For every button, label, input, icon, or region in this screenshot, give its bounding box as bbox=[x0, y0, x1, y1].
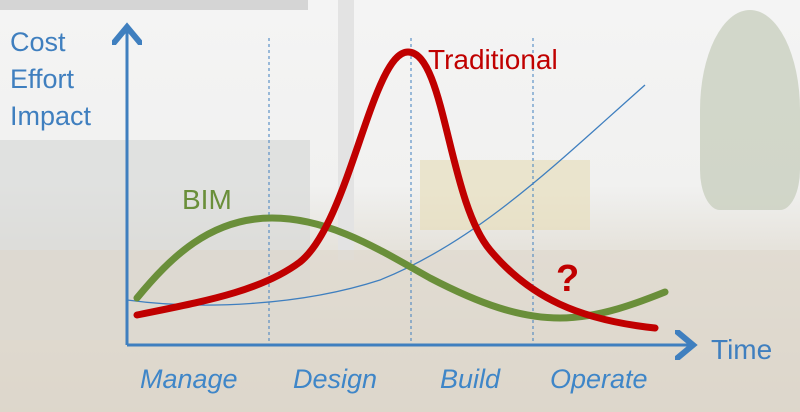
x-axis-label: Time bbox=[711, 334, 773, 365]
background-photo-ground bbox=[0, 250, 800, 412]
traditional-curve bbox=[133, 48, 659, 332]
phase-operate: Operate bbox=[550, 364, 648, 394]
traditional-label: Traditional bbox=[428, 44, 558, 75]
y-label-effort: Effort bbox=[10, 64, 75, 94]
phase-build: Build bbox=[440, 364, 501, 394]
y-label-cost: Cost bbox=[10, 27, 66, 57]
bim-label: BIM bbox=[182, 184, 232, 215]
y-axis-label: Cost Effort Impact bbox=[10, 24, 91, 135]
bim-curve bbox=[133, 214, 669, 322]
cost-of-change-curve bbox=[126, 84, 646, 306]
phase-manage: Manage bbox=[140, 364, 238, 394]
background-photo-top-bar bbox=[0, 0, 308, 10]
background-photo-excavator bbox=[420, 160, 590, 230]
y-label-impact: Impact bbox=[10, 101, 92, 131]
phase-design: Design bbox=[293, 364, 378, 394]
background-photo-tree bbox=[700, 10, 800, 210]
question-mark: ? bbox=[556, 258, 580, 300]
